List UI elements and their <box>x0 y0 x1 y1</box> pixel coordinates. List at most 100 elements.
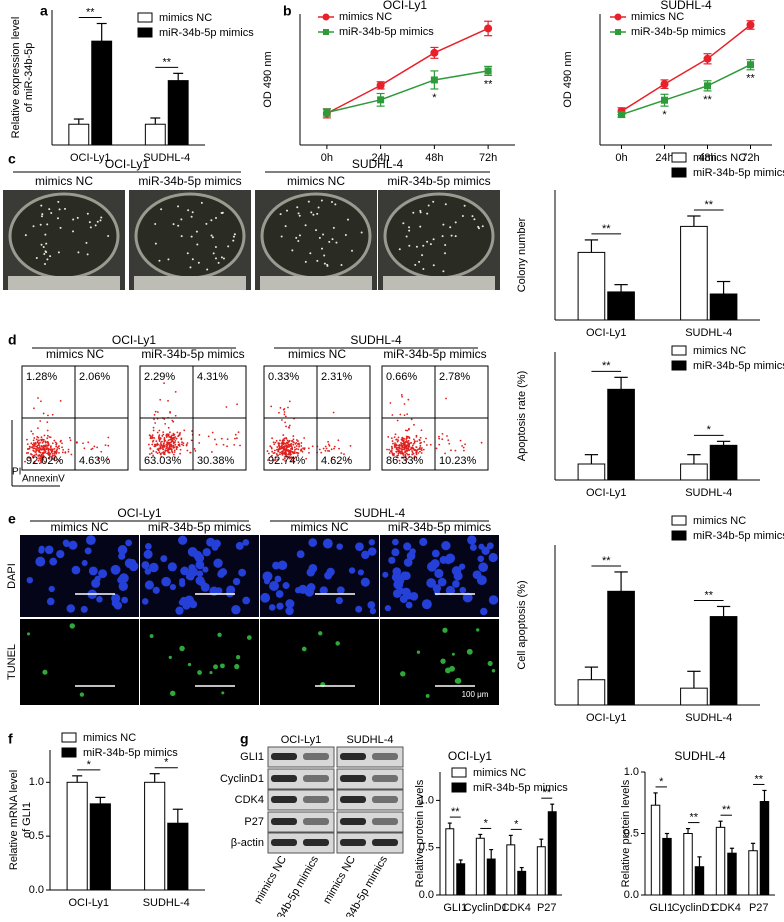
event <box>166 442 169 444</box>
nucleus <box>367 547 377 556</box>
nucleus <box>180 566 189 576</box>
event <box>438 437 441 440</box>
plate-base <box>8 276 120 290</box>
nucleus <box>178 599 186 606</box>
event <box>172 442 175 445</box>
event <box>308 451 310 454</box>
x-tick-label: OCI-Ly1 <box>586 712 627 724</box>
significance: * <box>707 424 712 436</box>
blot-band <box>271 775 297 782</box>
nucleus <box>437 577 447 587</box>
blot-strip <box>267 746 335 768</box>
group-label: OCI-Ly1 <box>117 506 162 520</box>
y-tick-label: 0.5 <box>29 830 44 842</box>
panel-label: d <box>8 332 17 348</box>
bar <box>748 850 758 896</box>
event <box>281 444 284 447</box>
quadrant-percent: 4.62% <box>321 455 352 467</box>
panel-label: a <box>40 3 48 19</box>
colony <box>88 221 91 224</box>
event <box>163 451 166 454</box>
event <box>163 440 166 443</box>
event <box>53 452 56 455</box>
event <box>162 431 165 434</box>
colony <box>405 235 408 238</box>
event <box>300 442 303 444</box>
nucleus <box>80 605 88 613</box>
event <box>30 446 33 449</box>
event <box>283 437 286 440</box>
colony <box>298 214 301 217</box>
event <box>91 447 94 450</box>
colony <box>331 238 334 241</box>
event <box>173 449 176 452</box>
point <box>323 108 331 116</box>
event <box>171 419 174 422</box>
event <box>56 448 59 451</box>
significance: ** <box>703 94 712 106</box>
event <box>156 452 159 455</box>
event <box>49 446 52 449</box>
colony <box>323 262 326 265</box>
event <box>156 411 159 413</box>
tunel-signal <box>301 646 307 652</box>
event <box>39 451 42 454</box>
colony <box>196 243 199 246</box>
event <box>168 441 171 444</box>
event <box>56 446 59 449</box>
event <box>441 432 444 435</box>
event <box>158 438 161 440</box>
event <box>282 434 285 436</box>
event <box>167 447 170 450</box>
event <box>454 449 457 452</box>
colony <box>40 215 43 218</box>
nucleus <box>452 580 460 588</box>
event <box>293 457 296 460</box>
event <box>435 447 438 450</box>
significance: * <box>662 109 667 121</box>
event <box>58 452 60 454</box>
event <box>330 448 333 451</box>
event <box>396 454 399 457</box>
event <box>266 450 269 452</box>
event <box>277 443 280 446</box>
event <box>34 451 37 454</box>
nucleus <box>368 539 375 546</box>
event <box>210 451 213 453</box>
significance: * <box>164 757 169 769</box>
event <box>47 448 50 451</box>
colony <box>89 226 92 229</box>
nucleus <box>388 556 396 564</box>
colony <box>426 212 429 215</box>
colony <box>318 236 321 239</box>
nucleus <box>419 537 428 547</box>
nucleus <box>118 573 129 584</box>
colony <box>295 236 298 239</box>
colony <box>450 234 453 237</box>
event <box>322 447 325 450</box>
nucleus <box>63 540 70 548</box>
quadrant-percent: 92.02% <box>26 455 64 467</box>
event <box>32 450 35 452</box>
event <box>391 414 394 416</box>
colony <box>304 224 307 227</box>
quadrant-percent: 30.38% <box>197 455 235 467</box>
event <box>284 459 286 462</box>
colony <box>398 248 401 251</box>
bar <box>486 858 496 896</box>
nucleus <box>421 599 432 610</box>
nucleus <box>169 583 177 591</box>
tunel-image <box>20 619 139 705</box>
colony <box>340 263 343 266</box>
event <box>290 442 293 445</box>
event <box>32 456 34 459</box>
event <box>340 452 343 455</box>
event <box>267 452 270 455</box>
y-axis-label: PI <box>12 467 21 478</box>
event <box>425 437 427 440</box>
colony <box>205 222 208 225</box>
nucleus <box>462 592 473 603</box>
nucleus <box>56 549 65 559</box>
bar <box>577 463 606 481</box>
event <box>408 436 411 439</box>
